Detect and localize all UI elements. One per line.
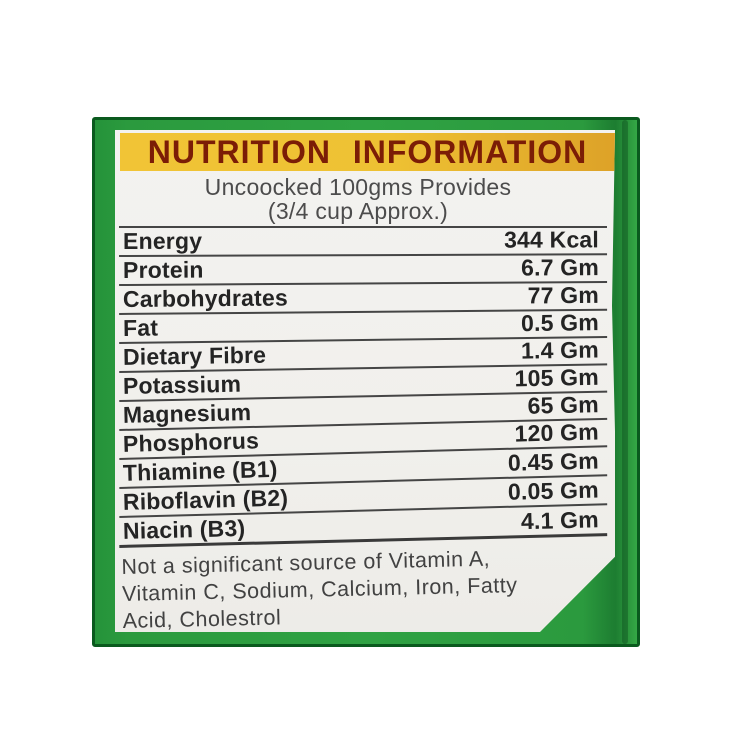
serving-subtitle-line1: Uncoocked 100gms Provides [204,174,512,200]
nutrient-value: 65 Gm [527,391,600,419]
serving-subtitle: Uncoocked 100gms Provides (3/4 cup Appro… [115,175,601,223]
nutrient-value: 0.5 Gm [520,309,600,337]
nutrient-value: 4.1 Gm [520,506,600,535]
nutrient-value: 105 Gm [514,363,600,392]
nutrient-name: Protein [122,256,204,283]
package-fold-shadow [622,120,628,644]
nutrient-name: Niacin (B3) [122,514,246,544]
nutrient-value: 0.45 Gm [507,447,600,476]
nutrient-name: Potassium [122,370,242,399]
nutrition-label: NUTRITION INFORMATION Uncoocked 100gms P… [115,130,615,632]
nutrient-name: Thiamine (B1) [122,455,278,486]
nutrient-name: Dietary Fibre [122,341,267,370]
snack-package: NUTRITION INFORMATION Uncoocked 100gms P… [92,117,640,647]
nutrient-name: Carbohydrates [122,284,289,312]
nutrient-row-energy: Energy 344 Kcal [118,226,608,257]
nutrition-table: Energy 344 Kcal Protein 6.7 Gm Carbohydr… [118,226,608,548]
not-significant-source-note: Not a significant source of Vitamin A, V… [121,543,595,632]
nutrition-header-band: NUTRITION INFORMATION [120,133,615,171]
nutrient-name: Phosphorus [122,427,260,457]
nutrient-value: 6.7 Gm [520,254,600,281]
nutrient-value: 0.05 Gm [507,476,600,505]
nutrient-name: Energy [122,227,203,254]
nutrient-name: Fat [122,314,159,341]
nutrient-row-protein: Protein 6.7 Gm [118,254,608,286]
nutrient-value: 1.4 Gm [520,336,600,364]
nutrient-value: 120 Gm [514,418,600,447]
nutrition-title: NUTRITION INFORMATION [147,133,588,170]
nutrient-name: Magnesium [122,399,252,428]
serving-subtitle-line2: (3/4 cup Approx.) [267,198,449,224]
nutrient-value: 344 Kcal [503,226,600,253]
nutrient-value: 77 Gm [527,281,600,309]
nutrient-name: Riboflavin (B2) [122,484,289,515]
